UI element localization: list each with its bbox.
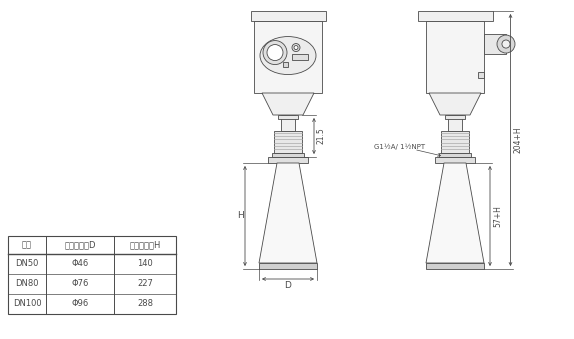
Circle shape: [292, 43, 300, 52]
Bar: [272, 153, 304, 157]
Bar: [417, 11, 492, 21]
Circle shape: [267, 44, 283, 61]
Text: G1½A/ 1½NPT: G1½A/ 1½NPT: [374, 143, 425, 149]
Bar: [426, 21, 484, 93]
Bar: [254, 21, 322, 93]
Text: 204+H: 204+H: [514, 127, 522, 153]
Text: 法兰: 法兰: [22, 240, 32, 250]
Text: 227: 227: [137, 279, 153, 288]
Circle shape: [263, 41, 287, 64]
Bar: [8, 236, 176, 314]
Bar: [426, 263, 484, 269]
Polygon shape: [262, 93, 314, 115]
Text: DN100: DN100: [13, 299, 41, 308]
Text: H: H: [236, 212, 243, 220]
Polygon shape: [259, 163, 317, 263]
Text: DN50: DN50: [15, 259, 38, 268]
Bar: [439, 153, 471, 157]
Text: D: D: [285, 280, 292, 290]
Text: 喇叭口高度H: 喇叭口高度H: [129, 240, 161, 250]
Text: Φ46: Φ46: [71, 259, 88, 268]
Ellipse shape: [260, 37, 316, 75]
Circle shape: [502, 40, 510, 48]
Text: DN80: DN80: [15, 279, 39, 288]
Bar: [445, 115, 465, 119]
Bar: [278, 115, 298, 119]
Bar: [282, 62, 288, 67]
Circle shape: [497, 35, 515, 53]
Bar: [484, 34, 506, 54]
Text: 57+H: 57+H: [493, 205, 502, 227]
Bar: [435, 157, 475, 163]
Bar: [448, 115, 462, 131]
Bar: [281, 115, 295, 131]
Bar: [268, 157, 308, 163]
Circle shape: [294, 45, 298, 49]
Text: 喇叭口直径D: 喇叭口直径D: [64, 240, 96, 250]
Bar: [478, 72, 484, 78]
Bar: [292, 54, 308, 60]
Bar: [274, 131, 302, 153]
Bar: [259, 263, 317, 269]
Text: 140: 140: [137, 259, 153, 268]
Bar: [441, 131, 469, 153]
Text: Φ96: Φ96: [71, 299, 88, 308]
Text: Φ76: Φ76: [71, 279, 89, 288]
Text: 288: 288: [137, 299, 153, 308]
Bar: [250, 11, 325, 21]
Text: 21.5: 21.5: [317, 127, 326, 144]
Polygon shape: [426, 163, 484, 263]
Polygon shape: [429, 93, 481, 115]
